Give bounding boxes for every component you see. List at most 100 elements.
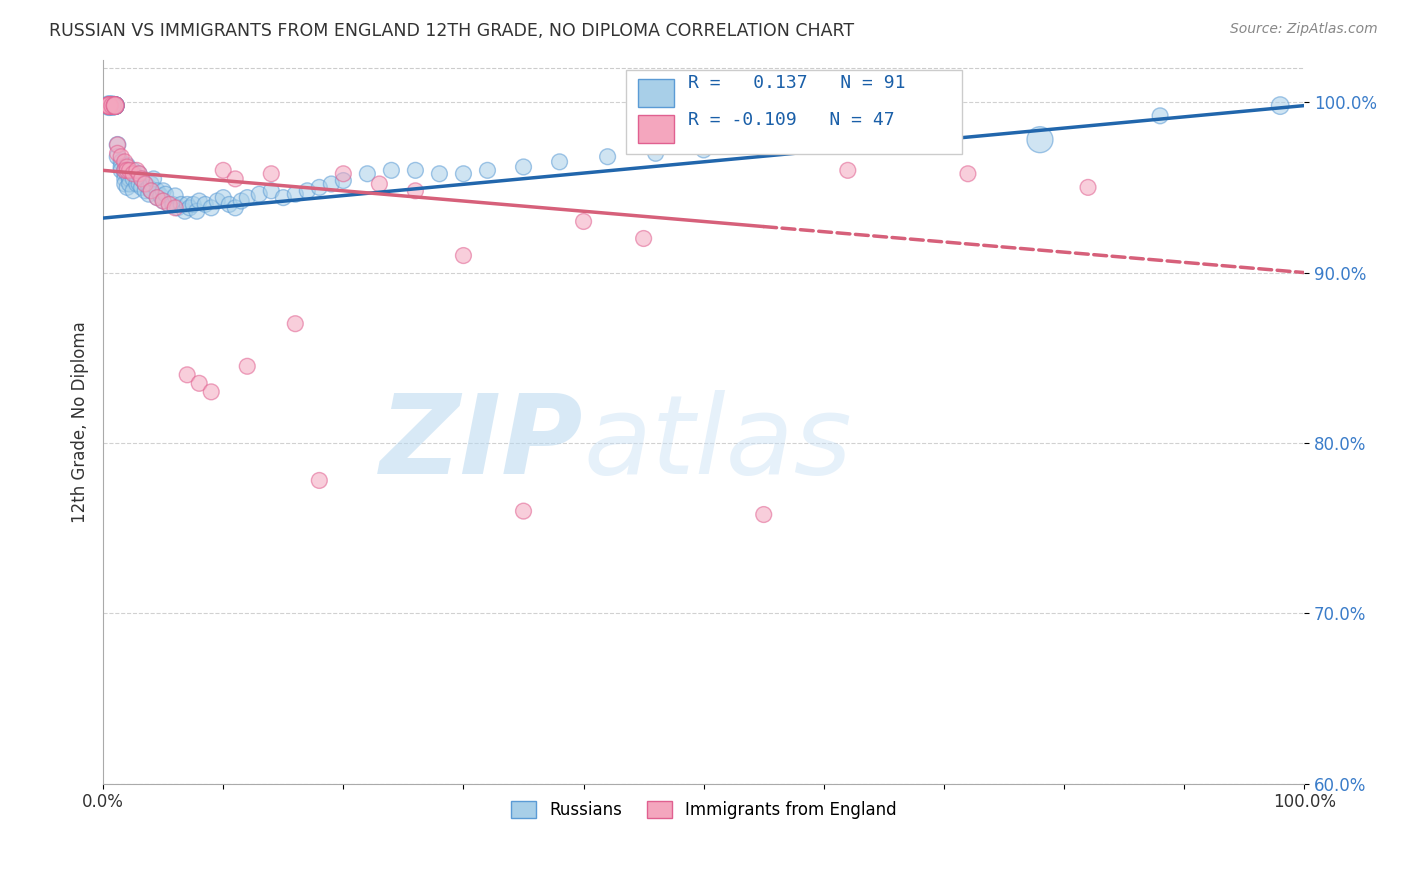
Point [166,201,188,215]
Point [212,163,235,178]
Point [131,180,153,194]
Point [98,98,121,112]
Point [152,194,174,208]
Point [207,194,229,208]
Point [231,194,253,208]
Point [1149,109,1171,123]
Point [118,172,141,186]
Point [110,160,132,174]
Point [596,150,619,164]
Legend: Russians, Immigrants from England: Russians, Immigrants from England [503,795,904,826]
Point [125,170,148,185]
Point [260,184,283,198]
Point [404,163,426,178]
Point [692,143,714,157]
Point [107,137,129,152]
Point [98,98,121,112]
Point [122,184,145,198]
Text: atlas: atlas [583,390,852,497]
Point [98,98,121,112]
Point [332,167,354,181]
Point [128,167,150,181]
Point [115,158,138,172]
Point [110,150,132,164]
Point [98,98,121,112]
Point [633,231,655,245]
Point [101,98,124,112]
Point [131,172,153,186]
Point [477,163,499,178]
Point [1077,180,1099,194]
Point [429,167,451,181]
Point [114,163,136,178]
Point [107,150,129,164]
Point [128,167,150,181]
Point [104,98,127,112]
Point [453,167,475,181]
Point [236,191,259,205]
Point [224,201,246,215]
Point [155,187,177,202]
Point [453,248,475,262]
Point [114,172,136,186]
Point [141,177,163,191]
Point [101,98,124,112]
Point [368,177,391,191]
Point [1270,98,1292,112]
Text: Source: ZipAtlas.com: Source: ZipAtlas.com [1230,22,1378,37]
Point [165,201,187,215]
Point [104,98,127,112]
Point [104,98,127,112]
Point [321,177,343,191]
Point [181,197,204,211]
Point [142,172,165,186]
Point [1029,133,1052,147]
Point [107,146,129,161]
Point [752,508,775,522]
Bar [637,115,673,143]
Point [107,137,129,152]
Point [200,384,222,399]
Point [165,189,187,203]
Point [179,201,201,215]
Point [271,191,294,205]
Point [157,197,180,211]
Text: ZIP: ZIP [380,390,583,497]
Point [956,167,979,181]
Point [188,376,211,391]
Point [122,163,145,178]
Point [114,177,136,191]
Point [146,191,169,205]
Point [138,180,160,194]
Point [224,172,246,186]
Point [98,98,121,112]
Point [104,98,127,112]
Point [141,184,163,198]
Point [332,173,354,187]
Point [104,98,127,112]
Point [308,180,330,194]
Point [813,133,835,147]
Point [284,317,307,331]
Y-axis label: 12th Grade, No Diploma: 12th Grade, No Diploma [72,321,89,523]
Point [548,154,571,169]
Point [134,177,156,191]
FancyBboxPatch shape [626,70,962,153]
Point [104,98,127,112]
Point [284,187,307,202]
Point [572,214,595,228]
Point [118,163,141,178]
Point [138,187,160,202]
Point [176,197,198,211]
Point [128,177,150,191]
Point [146,191,169,205]
Point [98,98,121,112]
Point [131,172,153,186]
Point [380,163,402,178]
Point [162,197,184,211]
Point [260,167,283,181]
Point [194,197,217,211]
Point [837,163,859,178]
Point [125,177,148,191]
Point [149,189,172,203]
